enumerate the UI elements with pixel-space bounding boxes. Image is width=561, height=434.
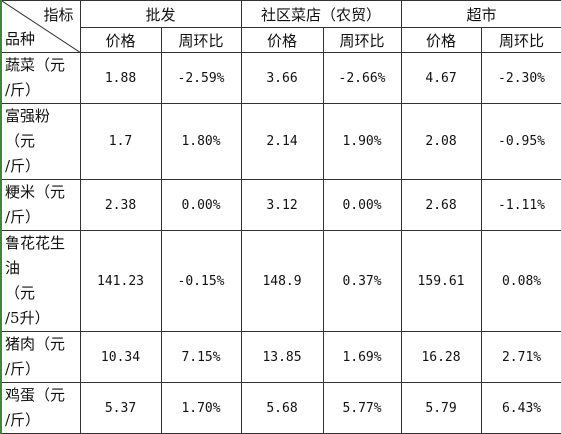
cell: 148.9 xyxy=(240,230,324,332)
corner-bottom: 品种 xyxy=(5,30,36,48)
cell: 2.38 xyxy=(79,179,162,231)
cell: 2.08 xyxy=(400,103,482,180)
row-label-line: 鲁花花生 xyxy=(5,234,66,252)
cell: 141.23 xyxy=(79,230,162,332)
cell: 0.08% xyxy=(480,230,561,332)
group-header-row: 指标 品种 批发 社区菜店（农贸） 超市 xyxy=(0,0,561,53)
diagonal xyxy=(2,1,81,53)
cell: 4.67 xyxy=(400,52,482,104)
cell: 7.15% xyxy=(160,331,242,383)
cell: 1.7 xyxy=(79,103,162,180)
cell: 6.43% xyxy=(480,382,561,434)
row-label-line: /斤） xyxy=(5,81,41,99)
data-row: 蔬菜（元/斤） 1.88 -2.59% 3.66 -2.66% 4.67 -2.30% xyxy=(0,52,561,104)
cell: 0.37% xyxy=(322,230,402,332)
cell: 3.12 xyxy=(240,179,324,231)
row-label-line: /斤） xyxy=(5,208,41,226)
cell: 2.71% xyxy=(480,331,561,383)
row-label: 蔬菜（元/斤） xyxy=(0,52,81,104)
cell: 0.00% xyxy=(160,179,242,231)
cell: 10.34 xyxy=(79,331,162,383)
row-label-line: /斤） xyxy=(5,411,41,429)
sub-header-row: 价格 周环比 价格 周环比 价格 周环比 xyxy=(1,27,561,53)
cell: 0.00% xyxy=(322,179,402,231)
row-label-line: /斤） xyxy=(5,360,41,378)
data-row: 富强粉 （元/斤） 1.7 1.80% 2.14 1.90% 2.08 -0.95% xyxy=(0,103,561,180)
cell: 5.79 xyxy=(400,382,482,434)
row-label: 猪肉（元/斤） xyxy=(0,331,81,383)
cell: -0.95% xyxy=(480,103,561,180)
data-row: 猪肉（元/斤） 10.34 7.15% 13.85 1.69% 16.28 2.71% xyxy=(0,331,561,383)
cell: -1.11% xyxy=(480,179,561,231)
group-header: 批发 xyxy=(79,0,242,28)
row-label-line: 粳米（元 xyxy=(5,183,66,201)
cell: 5.68 xyxy=(240,382,324,434)
sub-header: 周环比 xyxy=(480,27,561,53)
cell: -0.15% xyxy=(160,230,242,332)
cell: 1.88 xyxy=(79,52,162,104)
corner-cell: 指标 品种 xyxy=(0,0,81,53)
row-label: 鸡蛋（元/斤） xyxy=(0,382,81,434)
cell: 159.61 xyxy=(400,230,482,332)
data-row: 粳米（元/斤） 2.38 0.00% 3.12 0.00% 2.68 -1.11% xyxy=(0,179,561,231)
data-row: 鲁花花生油 （元/5升） 141.23 -0.15% 148.9 0.37% 159.61 0… xyxy=(0,230,561,332)
cell: 1.69% xyxy=(322,331,402,383)
row-label-line: 鸡蛋（元 xyxy=(5,386,66,404)
row-label-line: 猪肉（元 xyxy=(5,335,66,353)
row-label-line: /5升） xyxy=(5,309,50,327)
cell: 1.80% xyxy=(160,103,242,180)
sub-header: 价格 xyxy=(400,27,482,53)
cell: -2.59% xyxy=(160,52,242,104)
cell: 2.14 xyxy=(240,103,324,180)
cell: 1.90% xyxy=(322,103,402,180)
cell: -2.30% xyxy=(480,52,561,104)
sub-header: 价格 xyxy=(79,27,162,53)
row-label-line: 富强粉 xyxy=(5,107,51,125)
cell: 5.37 xyxy=(79,382,162,434)
sub-header: 周环比 xyxy=(322,27,402,53)
group-header: 超市 xyxy=(400,0,561,28)
cell: 5.77% xyxy=(322,382,402,434)
corner-top: 指标 xyxy=(43,6,74,24)
cell: 2.68 xyxy=(400,179,482,231)
cell: 16.28 xyxy=(400,331,482,383)
row-label-line: 油 xyxy=(5,259,21,277)
row-label: 粳米（元/斤） xyxy=(0,179,81,231)
row-label: 富强粉 （元/斤） xyxy=(0,103,81,180)
sub-header: 价格 xyxy=(240,27,324,53)
row-label: 鲁花花生油 （元/5升） xyxy=(0,230,81,332)
data-row: 鸡蛋（元/斤） 5.37 1.70% 5.68 5.77% 5.79 6.43% xyxy=(0,382,561,434)
row-label-line: 蔬菜（元 xyxy=(5,56,66,74)
row-label-line: （元 xyxy=(5,284,36,302)
group-header: 社区菜店（农贸） xyxy=(240,0,402,28)
sub-header: 周环比 xyxy=(160,27,242,53)
cell: 3.66 xyxy=(240,52,324,104)
cell: 13.85 xyxy=(240,331,324,383)
cell: -2.66% xyxy=(322,52,402,104)
row-label-line: （元 xyxy=(5,132,36,150)
row-label-line: /斤） xyxy=(5,157,41,175)
cell: 1.70% xyxy=(160,382,242,434)
